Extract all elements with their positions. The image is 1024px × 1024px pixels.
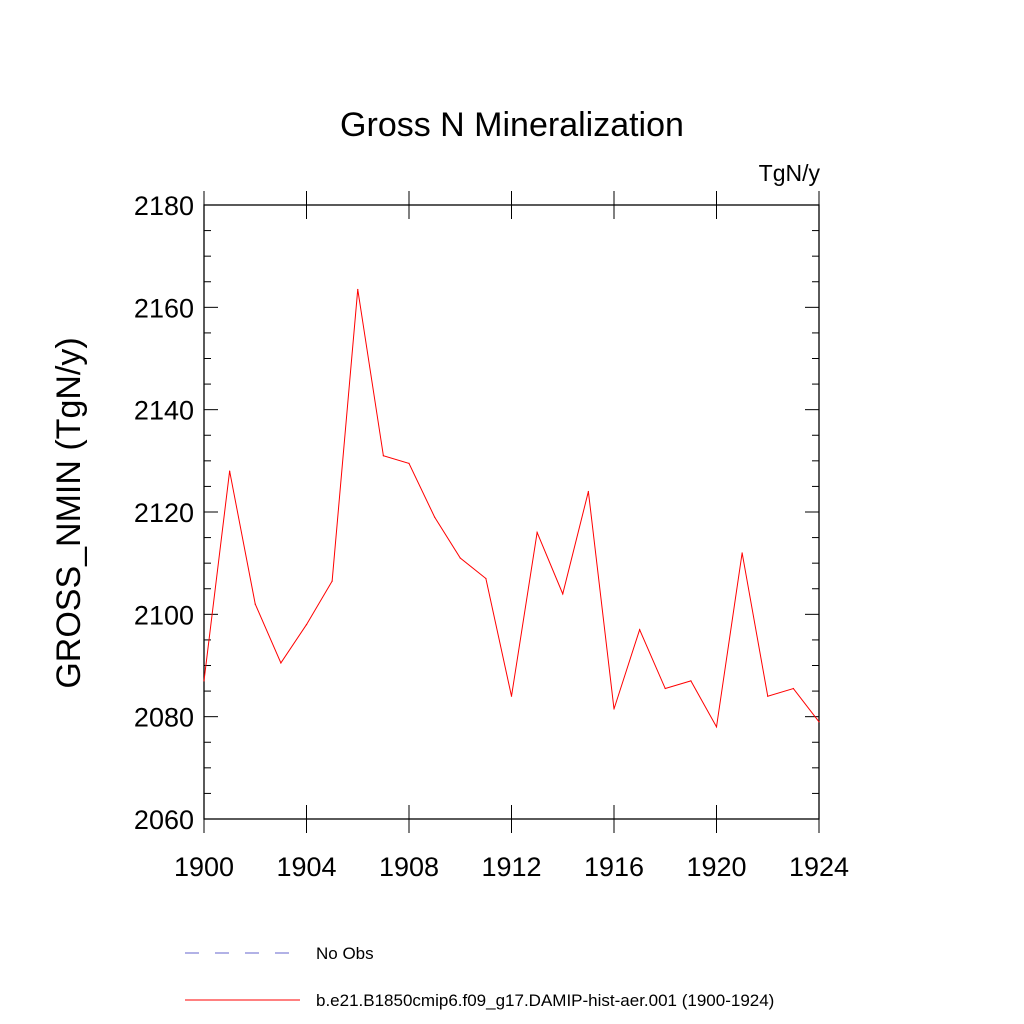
series-layer — [203, 288, 820, 729]
chart-title: Gross N Mineralization — [340, 106, 684, 144]
y-tick-label: 2100 — [134, 600, 194, 630]
legend-label-series: b.e21.B1850cmip6.f09_g17.DAMIP-hist-aer.… — [316, 991, 774, 1010]
series-point — [562, 593, 564, 595]
y-axis-ticks: 2060 2080 2100 2120 2140 2160 2180 — [134, 191, 819, 835]
series-point — [818, 721, 820, 723]
series-point — [408, 462, 410, 464]
series-point — [664, 687, 666, 690]
legend: No Obs b.e21.B1850cmip6.f09_g17.DAMIP-hi… — [185, 944, 774, 1010]
y-tick-label: 2080 — [134, 703, 194, 733]
series-point — [331, 580, 333, 582]
x-tick-label: 1912 — [481, 852, 541, 882]
plot-frame — [203, 204, 820, 820]
series-point — [229, 470, 231, 472]
series-point — [792, 687, 794, 690]
x-tick-label: 1920 — [686, 852, 746, 882]
y-tick-label: 2140 — [134, 396, 194, 426]
series-point — [434, 516, 436, 518]
y-axis-label: GROSS_NMIN (TgN/y) — [50, 337, 88, 688]
series-line — [203, 289, 820, 729]
series-point — [536, 531, 538, 534]
series-point — [485, 577, 487, 580]
x-tick-label: 1916 — [584, 852, 644, 882]
series-point — [690, 680, 692, 682]
units-label: TgN/y — [759, 160, 821, 186]
series-point — [767, 695, 769, 697]
series-point — [715, 726, 718, 728]
series-point — [613, 708, 615, 710]
y-tick-label: 2180 — [134, 191, 194, 221]
series-point — [357, 288, 359, 291]
series-point — [639, 629, 641, 631]
series-point — [459, 557, 461, 559]
y-tick-label: 2160 — [134, 293, 194, 323]
y-tick-label: 2060 — [134, 805, 194, 835]
x-tick-label: 1904 — [276, 852, 336, 882]
series-point — [254, 603, 256, 605]
series-point — [741, 552, 743, 554]
x-axis-ticks: 1900 1904 1908 1912 1916 1920 1924 — [174, 191, 849, 882]
series-point — [510, 695, 513, 697]
series-point — [280, 662, 282, 664]
legend-label-no-obs: No Obs — [316, 944, 374, 963]
x-tick-label: 1900 — [174, 852, 234, 882]
series-point — [587, 490, 589, 493]
series-point — [203, 680, 205, 682]
series-point — [382, 455, 384, 457]
x-tick-label: 1924 — [789, 852, 849, 882]
y-tick-label: 2120 — [134, 498, 194, 528]
series-point — [305, 623, 308, 626]
x-tick-label: 1908 — [379, 852, 439, 882]
